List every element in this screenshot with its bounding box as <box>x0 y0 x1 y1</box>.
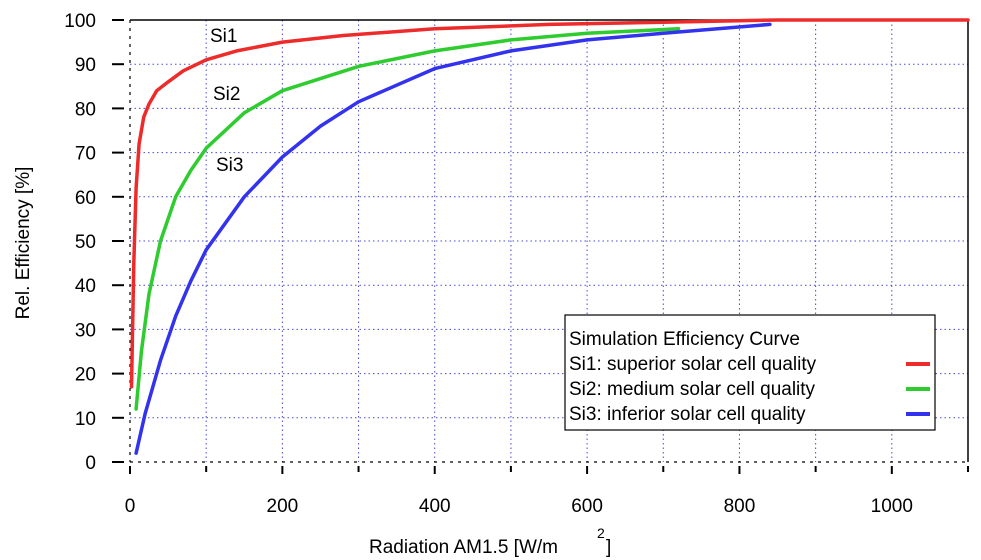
y-tick-label: 30 <box>75 320 96 341</box>
curve-labels: Si1 Si2 Si3 <box>210 26 243 176</box>
y-tick-label: 10 <box>75 409 96 430</box>
x-tick-label: 400 <box>419 496 451 517</box>
series-lines <box>129 18 970 455</box>
legend-label-si1: Si1: superior solar cell quality <box>569 354 817 375</box>
plot-grid <box>130 20 968 462</box>
series-line-si3 <box>134 22 772 455</box>
x-axis-title-suffix: ] <box>606 537 611 558</box>
y-tick-label: 80 <box>75 99 96 120</box>
x-tick-label: 800 <box>724 496 756 517</box>
legend-label-si3: Si3: inferior solar cell quality <box>569 404 806 425</box>
y-tick-label: 90 <box>75 55 96 76</box>
curve-label-si2: Si2 <box>213 84 240 105</box>
legend-box <box>564 314 936 431</box>
y-tick-label: 40 <box>75 276 96 297</box>
y-tick-label: 50 <box>75 232 96 253</box>
y-axis-title: Rel. Efficiency [%] <box>13 167 34 320</box>
series-line-si2 <box>134 27 681 411</box>
x-axis-title: Radiation AM1.5 [W/m <box>369 537 558 558</box>
x-tick-label: 1000 <box>871 496 913 517</box>
x-tick-label: 600 <box>571 496 603 517</box>
y-tick-label: 0 <box>85 453 96 474</box>
y-tick-label: 20 <box>75 365 96 386</box>
y-tick-label: 70 <box>75 144 96 165</box>
y-tick-label: 100 <box>64 11 96 32</box>
x-tick-label: 0 <box>125 496 136 517</box>
curve-label-si1: Si1 <box>210 26 237 47</box>
legend-title: Simulation Efficiency Curve <box>569 329 800 350</box>
x-axis-title-superscript: 2 <box>597 525 605 541</box>
y-tick-label: 60 <box>75 188 96 209</box>
legend: Simulation Efficiency Curve Si1: superio… <box>564 314 936 431</box>
x-tick-label: 200 <box>267 496 299 517</box>
series-line-si1 <box>129 18 970 389</box>
curve-label-si3: Si3 <box>216 155 243 176</box>
legend-label-si2: Si2: medium solar cell quality <box>569 379 816 400</box>
